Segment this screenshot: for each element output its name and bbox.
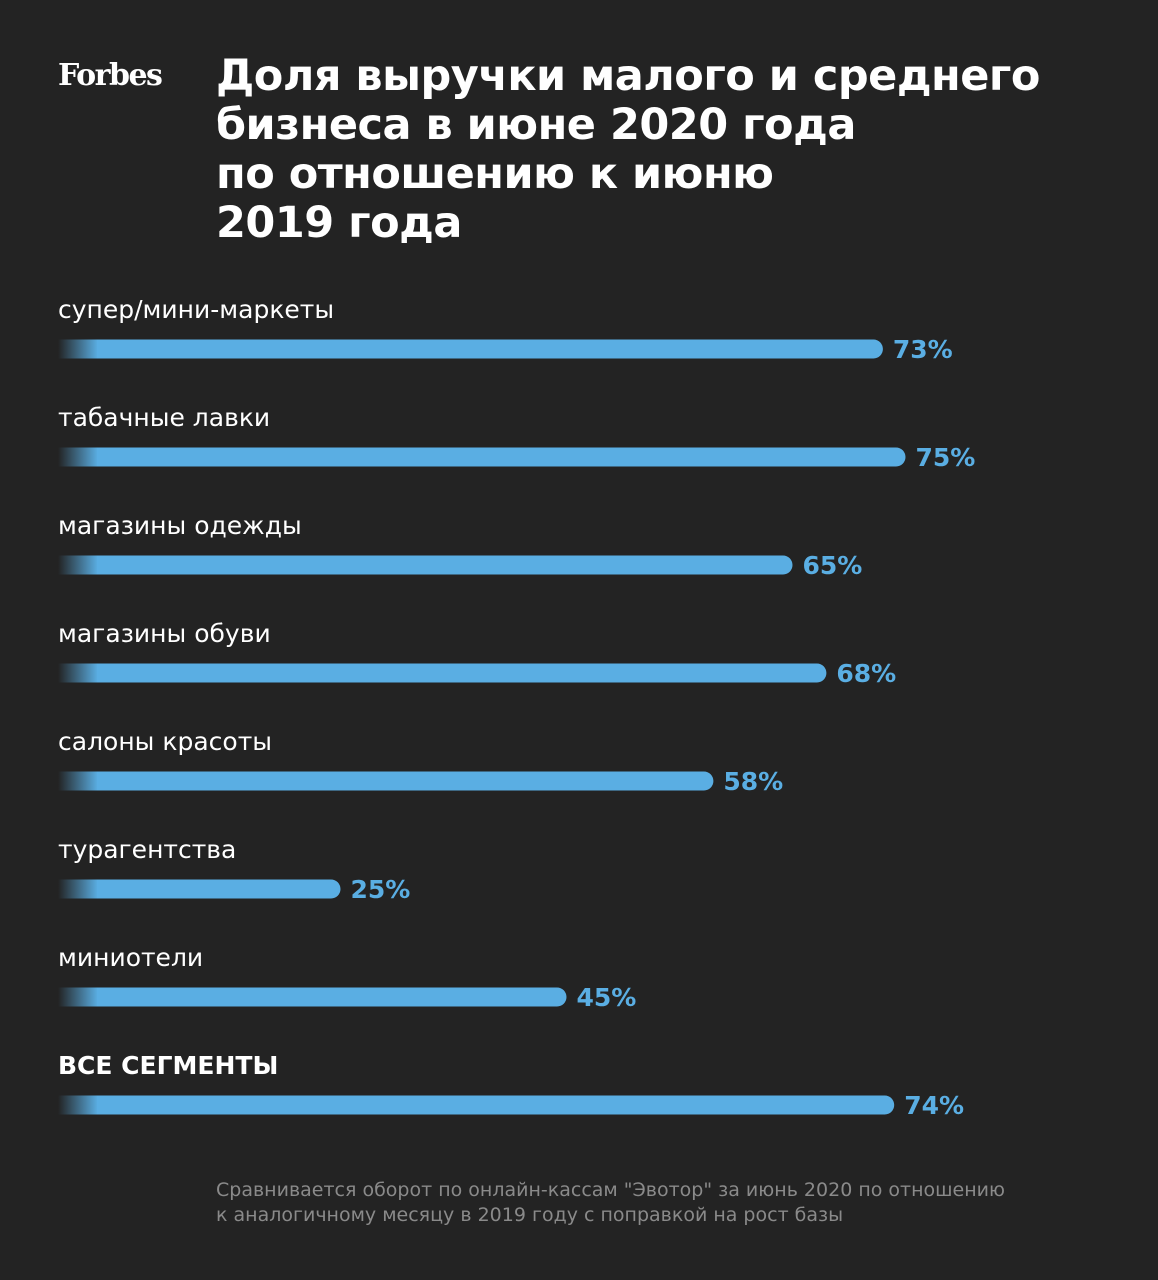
bar-joint bbox=[97, 879, 116, 899]
bar-fade bbox=[58, 879, 98, 899]
category-label: супер/мини-маркеты bbox=[58, 295, 334, 324]
bar-fade bbox=[58, 771, 98, 791]
title-line: 2019 года bbox=[216, 198, 462, 248]
bar bbox=[97, 663, 827, 683]
footnote-line: Сравнивается оборот по онлайн-кассам "Эв… bbox=[216, 1179, 1005, 1201]
bar bbox=[97, 987, 567, 1007]
category-label: ВСЕ СЕГМЕНТЫ bbox=[58, 1051, 278, 1080]
bar-joint bbox=[97, 447, 116, 467]
bar-joint bbox=[97, 339, 116, 359]
value-label: 45% bbox=[577, 983, 637, 1012]
bar bbox=[97, 879, 341, 899]
bar-fade bbox=[58, 1095, 98, 1115]
bar bbox=[97, 1095, 895, 1115]
bar bbox=[97, 447, 906, 467]
value-label: 25% bbox=[351, 875, 411, 904]
title-line: бизнеса в июне 2020 года bbox=[216, 100, 856, 150]
value-label: 65% bbox=[803, 551, 863, 580]
bar bbox=[97, 771, 714, 791]
title-line: по отношению к июню bbox=[216, 149, 774, 199]
category-label: магазины обуви bbox=[58, 619, 271, 648]
footnote: Сравнивается оборот по онлайн-кассам "Эв… bbox=[216, 1178, 1116, 1228]
footnote-line: к аналогичному месяцу в 2019 году с попр… bbox=[216, 1204, 844, 1226]
bar-fade bbox=[58, 447, 98, 467]
chart-title: Доля выручки малого и среднего бизнеса в… bbox=[216, 52, 1096, 248]
bar-joint bbox=[97, 987, 116, 1007]
bar bbox=[97, 555, 793, 575]
value-label: 73% bbox=[893, 335, 953, 364]
bar-fade bbox=[58, 555, 98, 575]
bar-joint bbox=[97, 663, 116, 683]
value-label: 58% bbox=[723, 767, 783, 796]
category-label: табачные лавки bbox=[58, 403, 270, 432]
category-label: турагентства bbox=[58, 835, 236, 864]
value-label: 74% bbox=[904, 1091, 964, 1120]
forbes-logo: Forbes bbox=[58, 58, 163, 93]
bars-group: супер/мини-маркеты 73% табачные лавки 75% ма… bbox=[58, 295, 975, 1120]
category-label: магазины одежды bbox=[58, 511, 302, 540]
bar bbox=[97, 339, 883, 359]
value-label: 68% bbox=[836, 659, 896, 688]
bar-joint bbox=[97, 555, 116, 575]
bar-joint bbox=[97, 1095, 116, 1115]
bar-fade bbox=[58, 663, 98, 683]
title-line: Доля выручки малого и среднего bbox=[216, 51, 1040, 101]
value-label: 75% bbox=[916, 443, 976, 472]
category-label: миниотели bbox=[58, 943, 203, 972]
bar-joint bbox=[97, 771, 116, 791]
bar-fade bbox=[58, 339, 98, 359]
bar-fade bbox=[58, 987, 98, 1007]
category-label: салоны красоты bbox=[58, 727, 272, 756]
